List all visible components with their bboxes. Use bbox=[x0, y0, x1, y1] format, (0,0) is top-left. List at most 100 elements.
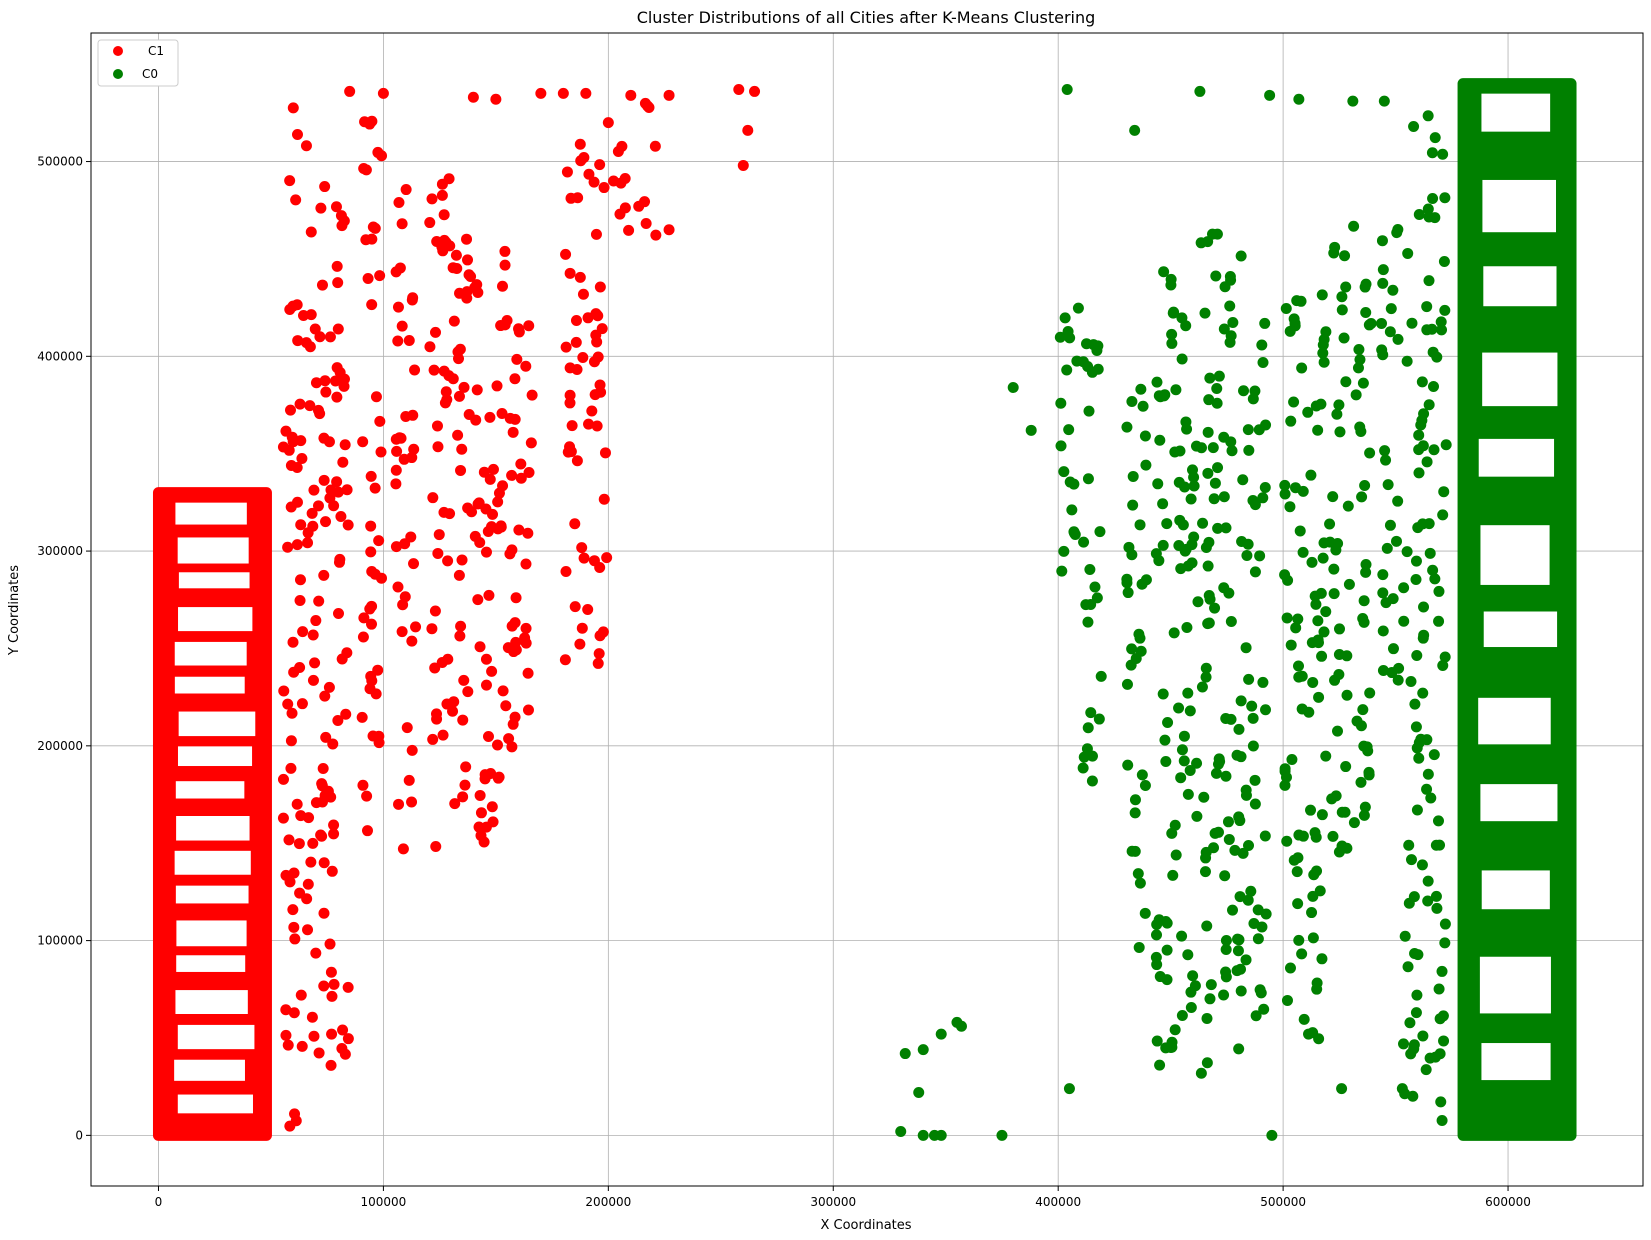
data-point bbox=[663, 224, 675, 236]
data-point bbox=[291, 461, 303, 473]
data-point bbox=[457, 714, 469, 726]
data-point bbox=[1055, 440, 1067, 452]
data-point bbox=[1054, 331, 1066, 343]
data-point bbox=[1303, 706, 1315, 718]
data-point bbox=[1398, 1038, 1410, 1050]
data-point bbox=[1291, 295, 1303, 307]
y-tick-label: 500000 bbox=[37, 155, 83, 169]
data-point bbox=[1329, 674, 1341, 686]
data-point bbox=[1260, 704, 1272, 716]
data-point bbox=[1439, 192, 1451, 204]
data-point bbox=[895, 1125, 907, 1137]
data-point bbox=[1170, 384, 1182, 396]
data-point bbox=[338, 380, 350, 392]
data-point bbox=[390, 464, 402, 476]
data-point bbox=[1257, 357, 1269, 369]
data-point bbox=[318, 907, 330, 919]
data-point bbox=[1438, 255, 1450, 267]
data-point bbox=[1396, 1083, 1408, 1095]
data-point bbox=[1250, 1010, 1262, 1022]
data-point bbox=[1025, 424, 1037, 436]
data-point bbox=[499, 319, 511, 331]
data-point bbox=[324, 938, 336, 950]
data-point bbox=[1194, 85, 1206, 97]
data-point bbox=[1243, 673, 1255, 685]
data-point bbox=[1122, 587, 1134, 599]
data-point bbox=[357, 436, 369, 448]
data-point bbox=[619, 172, 631, 184]
data-point bbox=[1246, 700, 1258, 712]
data-point bbox=[1354, 354, 1366, 366]
data-point bbox=[297, 626, 309, 638]
data-point bbox=[1310, 598, 1322, 610]
data-point bbox=[1201, 1057, 1213, 1069]
data-point bbox=[436, 178, 448, 190]
data-point bbox=[506, 469, 518, 481]
data-point bbox=[1166, 337, 1178, 349]
data-point bbox=[1357, 377, 1369, 389]
data-point bbox=[427, 733, 439, 745]
data-point bbox=[571, 455, 583, 467]
data-point bbox=[455, 464, 467, 476]
data-point bbox=[426, 193, 438, 205]
cluster-gap bbox=[176, 920, 247, 947]
data-point bbox=[1421, 783, 1433, 795]
data-point bbox=[1318, 626, 1330, 638]
data-point bbox=[623, 224, 635, 236]
cluster-gap bbox=[178, 607, 253, 632]
data-point bbox=[1089, 581, 1101, 593]
data-point bbox=[1007, 381, 1019, 393]
data-point bbox=[1336, 840, 1348, 852]
data-point bbox=[377, 87, 389, 99]
data-point bbox=[1427, 380, 1439, 392]
data-point bbox=[1401, 355, 1413, 367]
data-point bbox=[1314, 885, 1326, 897]
data-point bbox=[578, 552, 590, 564]
data-point bbox=[1428, 749, 1440, 761]
data-point bbox=[1436, 1114, 1448, 1126]
data-point bbox=[1220, 522, 1232, 534]
data-point bbox=[1292, 898, 1304, 910]
data-point bbox=[1433, 983, 1445, 995]
data-point bbox=[284, 175, 296, 187]
data-point bbox=[439, 397, 451, 409]
cluster-gap bbox=[1479, 956, 1551, 1014]
data-point bbox=[278, 685, 290, 697]
data-point bbox=[1259, 482, 1271, 494]
data-point bbox=[1210, 767, 1222, 779]
data-point bbox=[323, 681, 335, 693]
data-point bbox=[407, 292, 419, 304]
data-point bbox=[1167, 869, 1179, 881]
data-point bbox=[511, 353, 523, 365]
data-point bbox=[1249, 566, 1261, 578]
data-point bbox=[1056, 565, 1068, 577]
data-point bbox=[1182, 687, 1194, 699]
data-point bbox=[1139, 907, 1151, 919]
data-point bbox=[1188, 480, 1200, 492]
data-point bbox=[486, 801, 498, 813]
data-point bbox=[1291, 866, 1303, 878]
data-point bbox=[1177, 519, 1189, 531]
data-point bbox=[1195, 237, 1207, 249]
data-point bbox=[326, 990, 338, 1002]
data-point bbox=[1063, 1083, 1075, 1095]
data-point bbox=[482, 731, 494, 743]
data-point bbox=[1176, 353, 1188, 365]
data-point bbox=[314, 331, 326, 343]
data-point bbox=[1330, 790, 1342, 802]
data-point bbox=[1223, 833, 1235, 845]
data-point bbox=[569, 518, 581, 530]
data-point bbox=[1151, 929, 1163, 941]
data-point bbox=[480, 679, 492, 691]
data-point bbox=[462, 686, 474, 698]
data-point bbox=[324, 331, 336, 343]
data-point bbox=[1286, 754, 1298, 766]
data-point bbox=[1313, 691, 1325, 703]
data-point bbox=[1293, 829, 1305, 841]
data-point bbox=[461, 292, 473, 304]
data-point bbox=[1094, 526, 1106, 538]
data-point bbox=[1255, 987, 1267, 999]
data-point bbox=[588, 555, 600, 567]
data-point bbox=[1333, 649, 1345, 661]
